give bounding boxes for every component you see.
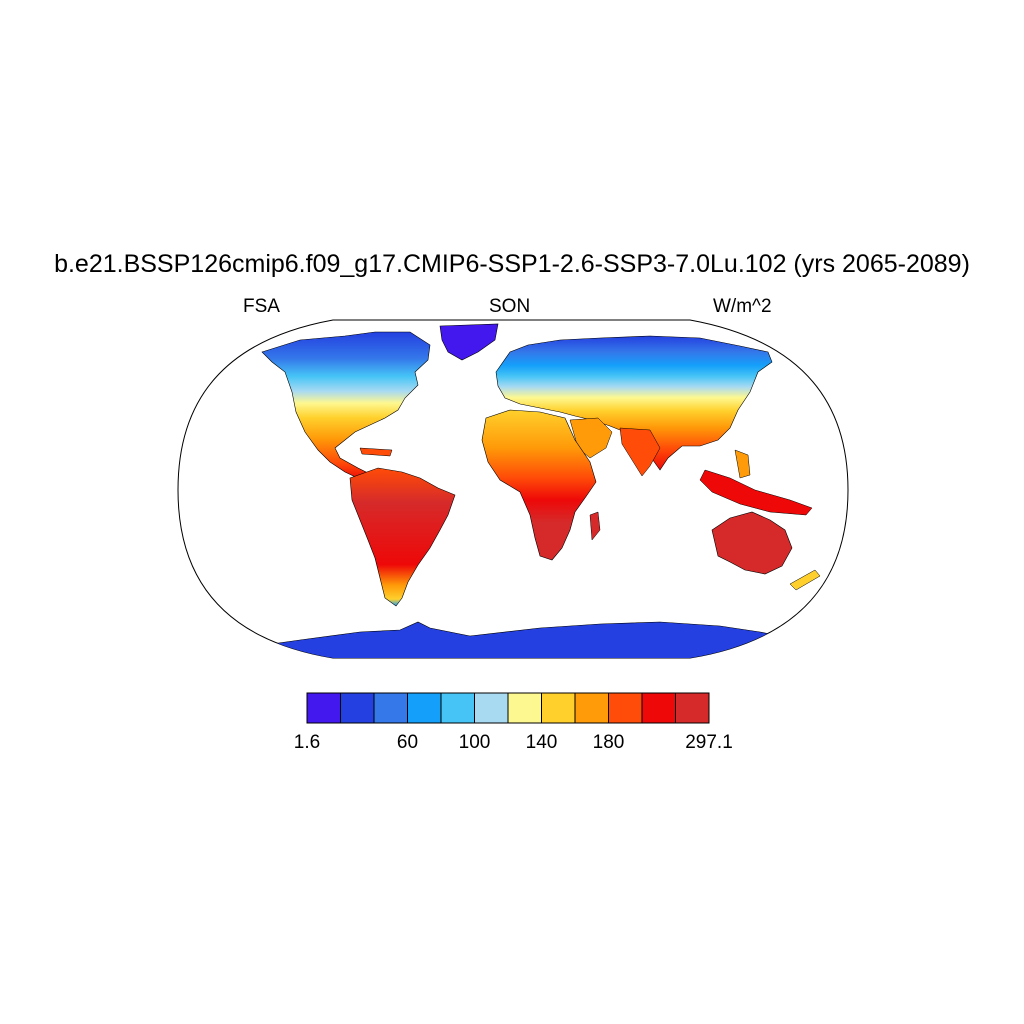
colorbar-tick-label: 140 bbox=[526, 732, 558, 753]
map-title: b.e21.BSSP126cmip6.f09_g17.CMIP6-SSP1-2.… bbox=[54, 250, 970, 278]
indonesia-region bbox=[699, 469, 813, 516]
eurasia-region bbox=[495, 335, 773, 471]
north-america-region bbox=[261, 331, 431, 481]
colorbar-swatch bbox=[440, 692, 475, 724]
madagascar-region bbox=[589, 511, 601, 541]
units-label: W/m^2 bbox=[713, 296, 772, 317]
colorbar-swatch bbox=[340, 692, 375, 724]
india-region bbox=[619, 427, 661, 477]
colorbar-swatch bbox=[407, 692, 442, 724]
colorbar-swatch bbox=[574, 692, 609, 724]
colorbar-swatch bbox=[641, 692, 676, 724]
colorbar-swatch bbox=[474, 692, 509, 724]
philippines-region bbox=[734, 449, 751, 479]
colorbar-swatch bbox=[507, 692, 542, 724]
colorbar-tick-label: 180 bbox=[593, 732, 625, 753]
africa-region bbox=[481, 409, 597, 561]
colorbar-swatch bbox=[675, 692, 710, 724]
colorbar-swatch bbox=[373, 692, 408, 724]
colorbar-swatch bbox=[541, 692, 576, 724]
australia-region bbox=[711, 511, 793, 575]
colorbar-swatch bbox=[608, 692, 643, 724]
colorbar-tick-label: 100 bbox=[459, 732, 491, 753]
variable-label: FSA bbox=[243, 296, 280, 317]
season-label: SON bbox=[489, 296, 531, 317]
colorbar-swatch bbox=[306, 692, 341, 724]
caribbean-islands bbox=[359, 447, 393, 457]
colorbar-tick-label: 60 bbox=[397, 732, 418, 753]
colorbar-tick-label: 297.1 bbox=[685, 732, 733, 753]
colorbar-tick-label: 1.6 bbox=[294, 732, 320, 753]
south-america-region bbox=[349, 467, 456, 607]
new-zealand-region bbox=[789, 569, 821, 591]
greenland-region bbox=[439, 323, 499, 361]
